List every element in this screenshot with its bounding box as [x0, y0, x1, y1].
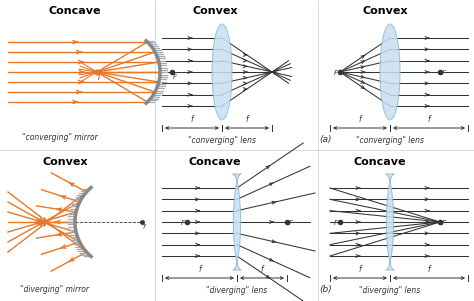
Text: F: F	[289, 220, 293, 226]
Text: Concave: Concave	[354, 157, 406, 167]
Text: "diverging" lens: "diverging" lens	[206, 286, 268, 295]
Text: f: f	[246, 115, 248, 124]
Text: "diverging" lens: "diverging" lens	[359, 286, 420, 295]
Text: i: i	[98, 75, 100, 81]
Text: F: F	[181, 220, 185, 226]
Text: F: F	[334, 70, 338, 76]
Polygon shape	[212, 24, 232, 120]
Text: f: f	[198, 265, 201, 274]
Text: Concave: Concave	[49, 6, 101, 16]
Text: f: f	[428, 115, 430, 124]
Text: "diverging" mirror: "diverging" mirror	[20, 285, 90, 294]
Text: f: f	[428, 265, 430, 274]
Text: "converging" lens: "converging" lens	[356, 136, 424, 145]
Text: Concave: Concave	[189, 157, 241, 167]
Text: "converging" mirror: "converging" mirror	[22, 133, 98, 142]
Polygon shape	[233, 174, 241, 270]
Text: F: F	[334, 220, 338, 226]
Polygon shape	[386, 174, 394, 270]
Text: F: F	[442, 70, 446, 76]
Text: "converging" lens: "converging" lens	[188, 136, 256, 145]
Text: f: f	[261, 265, 264, 274]
Text: f: f	[359, 115, 361, 124]
Text: Convex: Convex	[192, 6, 238, 16]
Text: f: f	[191, 115, 193, 124]
Text: Convex: Convex	[42, 157, 88, 167]
Text: F: F	[442, 220, 446, 226]
Text: Convex: Convex	[362, 6, 408, 16]
Text: f: f	[359, 265, 361, 274]
Polygon shape	[380, 24, 400, 120]
Text: (a): (a)	[319, 135, 331, 144]
Text: F: F	[274, 70, 278, 76]
Text: F: F	[173, 74, 177, 80]
Text: (b): (b)	[319, 285, 332, 294]
Text: f: f	[143, 224, 145, 230]
